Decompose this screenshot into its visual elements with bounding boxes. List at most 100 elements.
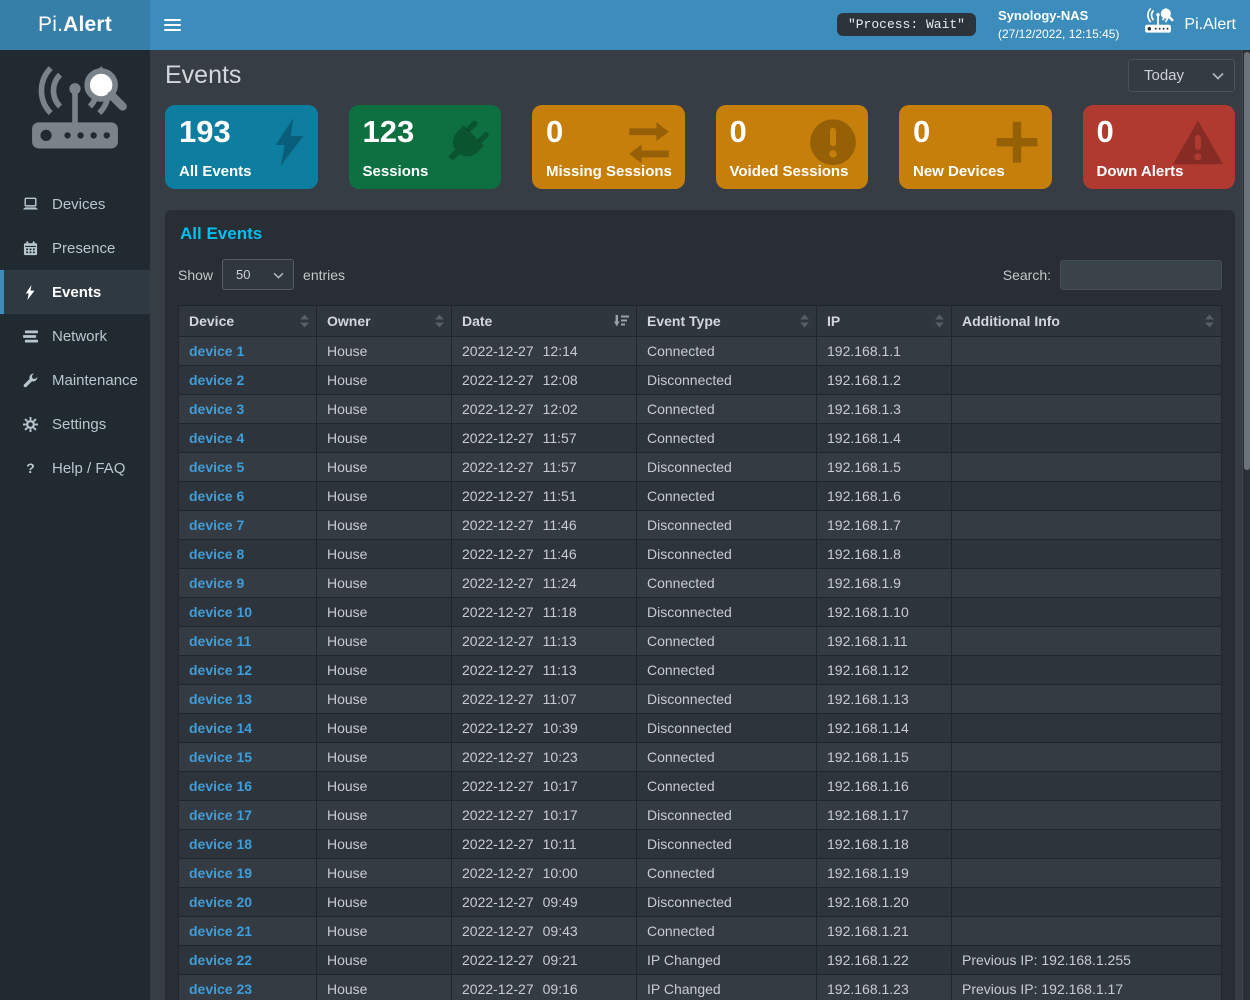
owner-cell: House xyxy=(316,568,452,598)
column-header-additional-info[interactable]: Additional Info xyxy=(951,305,1222,337)
device-link[interactable]: device 3 xyxy=(189,401,245,417)
event-time: 11:46 xyxy=(542,546,577,562)
ip-cell: 192.168.1.11 xyxy=(816,626,952,656)
summary-card-sessions[interactable]: 123 Sessions xyxy=(348,105,501,189)
ip-cell: 192.168.1.22 xyxy=(816,945,952,975)
additional-info-cell xyxy=(951,771,1222,801)
date-cell: 2022-12-27 10:23 xyxy=(451,742,637,772)
device-link[interactable]: device 12 xyxy=(189,662,253,678)
sidebar-item-help-faq[interactable]: ? Help / FAQ xyxy=(0,446,150,490)
sidebar-item-label: Settings xyxy=(52,415,107,433)
sidebar-item-presence[interactable]: Presence xyxy=(0,226,150,270)
additional-info-cell xyxy=(951,713,1222,743)
table-row: device 1 House 2022-12-27 12:14 Connected 192… xyxy=(178,336,1222,366)
ip-cell: 192.168.1.21 xyxy=(816,916,952,946)
event-time: 09:21 xyxy=(542,952,578,968)
summary-cards: 193 All Events 123 Sessions 0 Missing Session… xyxy=(165,105,1235,189)
device-link[interactable]: device 1 xyxy=(189,343,245,359)
event-date: 2022-12-27 xyxy=(462,778,534,794)
device-link[interactable]: device 20 xyxy=(189,894,253,910)
period-select[interactable]: Today xyxy=(1128,59,1235,92)
device-link[interactable]: device 13 xyxy=(189,691,253,707)
event-date: 2022-12-27 xyxy=(462,836,534,852)
device-link[interactable]: device 17 xyxy=(189,807,253,823)
sidebar-item-settings[interactable]: Settings xyxy=(0,402,150,446)
column-header-owner[interactable]: Owner xyxy=(316,305,452,337)
summary-card-all-events[interactable]: 193 All Events xyxy=(165,105,318,189)
table-row: device 21 House 2022-12-27 09:43 Connected 19… xyxy=(178,916,1222,946)
device-link[interactable]: device 23 xyxy=(189,981,253,997)
device-cell: device 17 xyxy=(178,800,317,830)
additional-info-cell xyxy=(951,423,1222,453)
event-type-cell: IP Changed xyxy=(636,945,817,975)
summary-card-down-alerts[interactable]: 0 Down Alerts xyxy=(1082,105,1235,189)
additional-info-cell xyxy=(951,655,1222,685)
sidebar-item-maintenance[interactable]: Maintenance xyxy=(0,358,150,402)
table-row: device 17 House 2022-12-27 10:17 Disconnecte… xyxy=(178,800,1222,830)
owner-cell: House xyxy=(316,510,452,540)
sidebar-toggle-button[interactable] xyxy=(164,10,194,40)
owner-cell: House xyxy=(316,742,452,772)
column-header-event-type[interactable]: Event Type xyxy=(636,305,817,337)
sort-both-icon xyxy=(1205,314,1214,328)
device-link[interactable]: device 11 xyxy=(189,633,252,649)
owner-cell: House xyxy=(316,771,452,801)
device-link[interactable]: device 5 xyxy=(189,459,245,475)
device-link[interactable]: device 9 xyxy=(189,575,245,591)
page-length-value: 50 xyxy=(236,267,251,282)
date-cell: 2022-12-27 10:00 xyxy=(451,858,637,888)
sort-both-icon xyxy=(435,314,444,328)
device-link[interactable]: device 10 xyxy=(189,604,253,620)
owner-cell: House xyxy=(316,858,452,888)
device-cell: device 16 xyxy=(178,771,317,801)
scrollbar-thumb[interactable] xyxy=(1244,52,1250,470)
device-link[interactable]: device 21 xyxy=(189,923,253,939)
main-content: Events Today 193 All Events 123 Sessions 0 Mi… xyxy=(150,50,1250,1000)
device-link[interactable]: device 15 xyxy=(189,749,253,765)
event-type-cell: Connected xyxy=(636,423,817,453)
summary-card-missing-sessions[interactable]: 0 Missing Sessions xyxy=(532,105,685,189)
sidebar-item-events[interactable]: Events xyxy=(0,270,150,314)
event-type-cell: Connected xyxy=(636,771,817,801)
summary-card-new-devices[interactable]: 0 New Devices xyxy=(899,105,1052,189)
owner-cell: House xyxy=(316,916,452,946)
warning-triangle-icon xyxy=(1172,119,1224,165)
event-date: 2022-12-27 xyxy=(462,691,534,707)
ip-cell: 192.168.1.15 xyxy=(816,742,952,772)
sidebar-item-network[interactable]: Network xyxy=(0,314,150,358)
date-cell: 2022-12-27 10:39 xyxy=(451,713,637,743)
page-length-select[interactable]: 50 xyxy=(222,259,295,290)
event-date: 2022-12-27 xyxy=(462,459,534,475)
owner-cell: House xyxy=(316,626,452,656)
device-link[interactable]: device 14 xyxy=(189,720,253,736)
sidebar-item-devices[interactable]: Devices xyxy=(0,182,150,226)
device-link[interactable]: device 6 xyxy=(189,488,245,504)
column-header-ip[interactable]: IP xyxy=(816,305,952,337)
device-link[interactable]: device 19 xyxy=(189,865,253,881)
device-link[interactable]: device 4 xyxy=(189,430,245,446)
search-input[interactable] xyxy=(1060,259,1222,290)
device-link[interactable]: device 7 xyxy=(189,517,245,533)
ip-cell: 192.168.1.8 xyxy=(816,539,952,569)
device-link[interactable]: device 8 xyxy=(189,546,245,562)
device-link[interactable]: device 2 xyxy=(189,372,245,388)
event-type-cell: Disconnected xyxy=(636,452,817,482)
brand-logo[interactable]: Pi. Alert xyxy=(0,0,150,50)
top-navbar: Pi. Alert "Process: Wait" Synology-NAS (2… xyxy=(0,0,1250,50)
column-header-date[interactable]: Date xyxy=(451,305,637,337)
summary-card-voided-sessions[interactable]: 0 Voided Sessions xyxy=(715,105,868,189)
laptop-icon xyxy=(21,197,39,211)
additional-info-cell xyxy=(951,539,1222,569)
device-link[interactable]: device 18 xyxy=(189,836,253,852)
device-link[interactable]: device 22 xyxy=(189,952,253,968)
date-cell: 2022-12-27 09:16 xyxy=(451,974,637,1000)
event-time: 09:43 xyxy=(542,923,578,939)
card-value: 0 xyxy=(729,114,747,149)
device-link[interactable]: device 16 xyxy=(189,778,253,794)
event-date: 2022-12-27 xyxy=(462,981,534,997)
column-header-device[interactable]: Device xyxy=(178,305,317,337)
app-link[interactable]: Pi.Alert xyxy=(1141,8,1236,41)
date-cell: 2022-12-27 11:46 xyxy=(451,539,637,569)
event-date: 2022-12-27 xyxy=(462,749,534,765)
table-row: device 7 House 2022-12-27 11:46 Disconnected… xyxy=(178,510,1222,540)
